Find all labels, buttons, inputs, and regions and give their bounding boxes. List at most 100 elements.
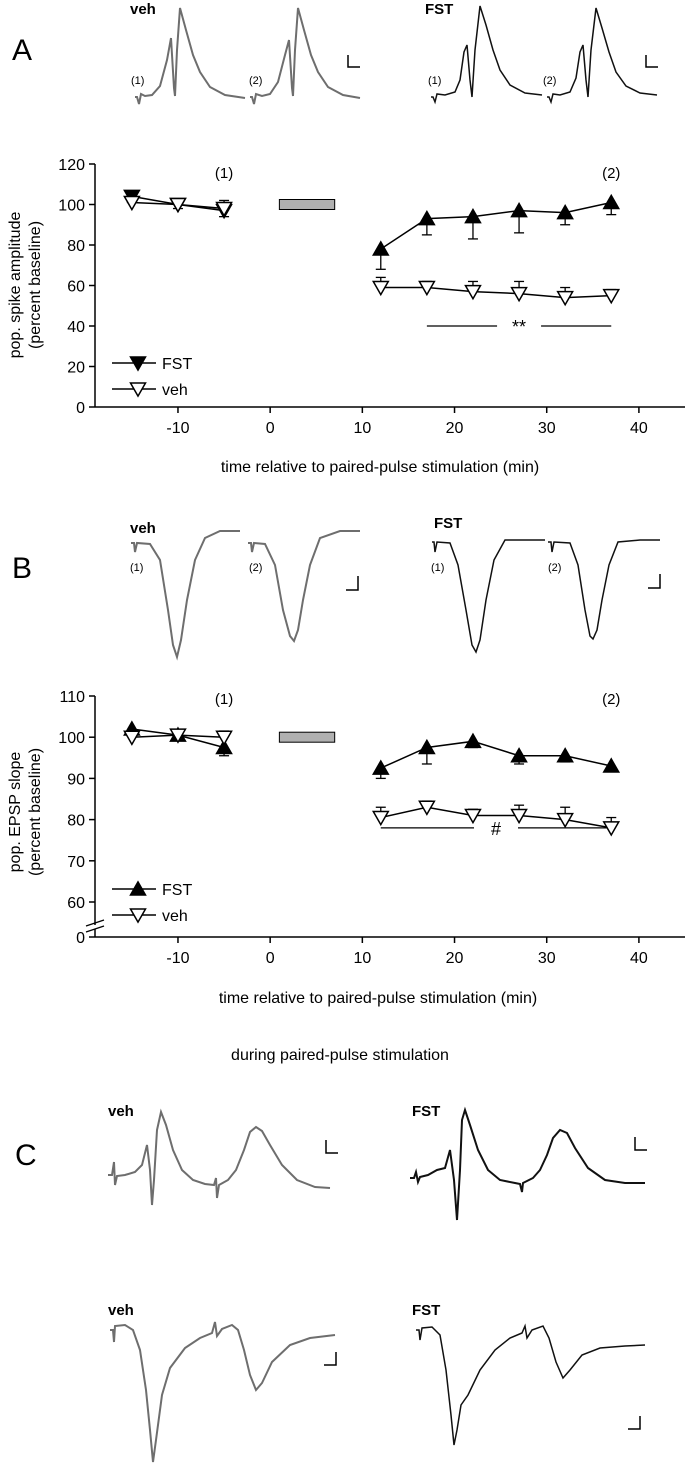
trace-label-veh: veh bbox=[108, 1103, 134, 1120]
trace-fst-1 bbox=[431, 5, 543, 105]
y-tick-label: 90 bbox=[67, 771, 85, 788]
scale-bar-b-veh bbox=[346, 576, 359, 591]
trace-num-1: (1) bbox=[131, 75, 144, 87]
significance-label: # bbox=[491, 819, 501, 839]
panel-b-traces: veh (1) (2) FST (1) (2) bbox=[130, 515, 661, 661]
significance-marker: ** bbox=[426, 317, 612, 337]
scale-bar-c-veh-bottom bbox=[324, 1352, 337, 1366]
trace-label-fst: FST bbox=[425, 1, 453, 18]
y-tick-label: 100 bbox=[58, 730, 85, 747]
data-point bbox=[556, 747, 574, 763]
data-point bbox=[418, 210, 436, 226]
annotations: (1) (2) bbox=[215, 165, 621, 182]
scale-bar-b-fst bbox=[648, 574, 661, 589]
series-line bbox=[380, 201, 612, 250]
stimulation-bar bbox=[278, 199, 336, 210]
annotation-label: (1) bbox=[215, 691, 233, 708]
x-tick-label: 20 bbox=[446, 950, 464, 967]
trace-label-fst: FST bbox=[434, 515, 462, 532]
chart-panel-b: 0 60 70 80 90 100 110 -10 0 10 20 30 40 pop. EPSP … bbox=[7, 689, 685, 1007]
legend-label: FST bbox=[162, 356, 192, 373]
legend-label: veh bbox=[162, 382, 188, 399]
data-point bbox=[215, 738, 233, 755]
series-veh bbox=[123, 195, 233, 218]
data-point bbox=[464, 808, 482, 825]
y-tick-label: 80 bbox=[67, 813, 85, 830]
trace-veh-pair-top bbox=[108, 1108, 331, 1206]
legend-marker bbox=[129, 908, 147, 924]
annotation-label: (2) bbox=[602, 691, 620, 708]
data-point bbox=[123, 195, 141, 212]
chart-panel-a: 0 20 40 60 80 100 120 -10 0 10 20 30 40 pop. spike … bbox=[7, 157, 685, 476]
trace-label-veh: veh bbox=[130, 1, 156, 18]
trace-num-1: (1) bbox=[431, 562, 444, 574]
data-point bbox=[602, 821, 621, 837]
x-axis-title: time relative to paired-pulse stimulatio… bbox=[219, 990, 537, 1007]
trace-veh-2 bbox=[248, 530, 360, 644]
trace-label-veh: veh bbox=[108, 1302, 134, 1319]
y-axis-title-line1: pop. EPSP slope bbox=[7, 752, 24, 873]
series-veh bbox=[371, 800, 621, 837]
x-tick-label: -10 bbox=[166, 950, 189, 967]
data-point bbox=[464, 732, 482, 749]
trace-fst-pair-top bbox=[410, 1106, 645, 1221]
y-tick-label: 70 bbox=[67, 854, 85, 871]
data-point bbox=[510, 286, 528, 303]
y-tick-label: 40 bbox=[67, 319, 85, 336]
trace-veh-1 bbox=[135, 7, 246, 105]
series-veh bbox=[123, 728, 233, 746]
data-point bbox=[510, 747, 528, 763]
y-tick-label: 110 bbox=[59, 689, 85, 706]
panel-c-traces: veh FST veh FST bbox=[108, 1103, 647, 1463]
y-tick-label: 60 bbox=[67, 279, 85, 296]
y-tick-label: 80 bbox=[67, 238, 85, 255]
panel-letter-a: A bbox=[12, 34, 32, 67]
trace-label-fst: FST bbox=[412, 1103, 440, 1120]
data-point bbox=[464, 284, 482, 301]
data-point bbox=[371, 759, 390, 775]
legend-label: FST bbox=[162, 882, 192, 899]
series-veh bbox=[371, 276, 621, 307]
data-point bbox=[371, 280, 390, 297]
y-tick-label: 60 bbox=[67, 895, 85, 912]
x-ticks: -10 0 10 20 30 40 bbox=[166, 407, 648, 437]
data-point bbox=[169, 728, 187, 744]
data-point bbox=[602, 288, 621, 305]
trace-fst-pair-bottom bbox=[416, 1323, 646, 1446]
legend: FST veh bbox=[112, 356, 192, 399]
trace-num-2: (2) bbox=[548, 562, 561, 574]
data-point bbox=[418, 280, 436, 297]
x-axis-title: time relative to paired-pulse stimulatio… bbox=[221, 459, 539, 476]
x-tick-label: 40 bbox=[630, 420, 648, 437]
series-fst bbox=[371, 193, 621, 270]
data-point bbox=[602, 757, 621, 773]
data-point bbox=[602, 193, 621, 210]
x-tick-label: 0 bbox=[266, 420, 275, 437]
x-tick-label: 30 bbox=[538, 420, 556, 437]
trace-fst-2 bbox=[547, 7, 658, 105]
x-tick-label: -10 bbox=[166, 420, 189, 437]
panel-c-caption: during paired-pulse stimulation bbox=[231, 1047, 449, 1064]
data-point bbox=[169, 197, 187, 214]
x-tick-label: 30 bbox=[538, 950, 556, 967]
significance-marker: # bbox=[380, 819, 612, 839]
data-point bbox=[556, 203, 574, 220]
x-ticks: -10 0 10 20 30 40 bbox=[166, 937, 648, 967]
series-line bbox=[380, 806, 612, 829]
trace-veh-pair-bottom bbox=[110, 1321, 336, 1463]
trace-label-fst: FST bbox=[412, 1302, 440, 1319]
x-tick-label: 20 bbox=[446, 420, 464, 437]
x-tick-label: 10 bbox=[353, 420, 371, 437]
panel-letter-b: B bbox=[12, 552, 32, 585]
significance-label: ** bbox=[512, 317, 526, 337]
data-point bbox=[371, 240, 390, 256]
series-group bbox=[123, 720, 621, 837]
scale-bar-a-veh bbox=[347, 55, 360, 68]
scale-bar-c-fst-bottom bbox=[628, 1416, 641, 1430]
data-point bbox=[510, 201, 528, 218]
legend-label: veh bbox=[162, 908, 188, 925]
trace-label-veh: veh bbox=[130, 520, 156, 537]
x-tick-label: 0 bbox=[266, 950, 275, 967]
trace-veh-2 bbox=[250, 7, 361, 105]
